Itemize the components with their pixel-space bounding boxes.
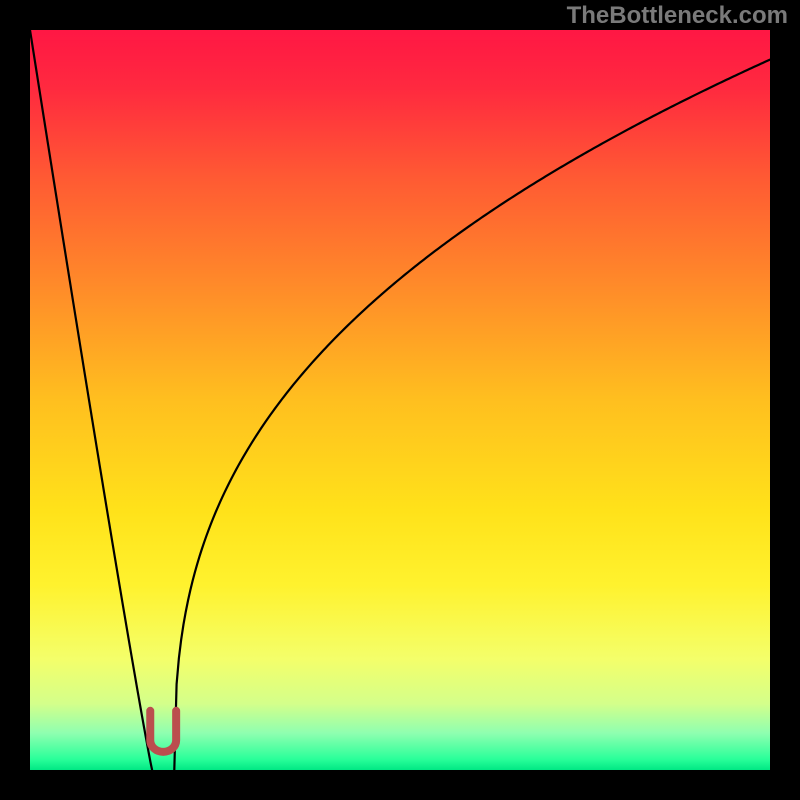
- plot-area: [30, 30, 770, 770]
- chart-container: TheBottleneck.com: [0, 0, 800, 800]
- chart-svg: [0, 0, 800, 800]
- watermark-text: TheBottleneck.com: [567, 2, 788, 30]
